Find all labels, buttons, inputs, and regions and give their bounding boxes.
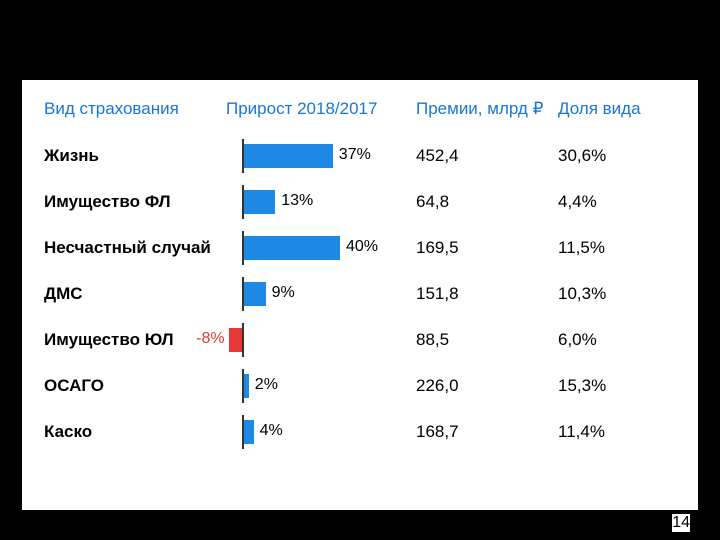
table-header-row: Вид страхования Прирост 2018/2017 Премии… bbox=[44, 98, 676, 133]
table-row: Каско 4% 168,711,4% bbox=[44, 409, 676, 455]
type-label: ОСАГО bbox=[44, 376, 226, 396]
growth-label: 2% bbox=[255, 376, 278, 394]
premium-value: 151,8 bbox=[416, 284, 558, 304]
table-row: Имущество ФЛ 13% 64,84,4% bbox=[44, 179, 676, 225]
page-number: 14 bbox=[672, 514, 690, 532]
table-row: Имущество ЮЛ-8%88,56,0% bbox=[44, 317, 676, 363]
growth-bar-cell: 2% bbox=[226, 371, 416, 401]
type-label: Несчастный случай bbox=[44, 238, 226, 258]
table-body: Жизнь 37% 452,430,6% Имущество ФЛ 13% 64,84,4… bbox=[44, 133, 676, 455]
slide-content: Вид страхования Прирост 2018/2017 Премии… bbox=[22, 80, 698, 510]
share-value: 30,6% bbox=[558, 146, 668, 166]
growth-bar-cell: 13% bbox=[226, 187, 416, 217]
header-type: Вид страхования bbox=[44, 98, 226, 119]
growth-label: 13% bbox=[281, 192, 313, 210]
premium-value: 64,8 bbox=[416, 192, 558, 212]
share-value: 11,4% bbox=[558, 422, 668, 442]
growth-bar bbox=[229, 328, 242, 352]
share-value: 4,4% bbox=[558, 192, 668, 212]
type-label: Жизнь bbox=[44, 146, 226, 166]
premium-value: 88,5 bbox=[416, 330, 558, 350]
growth-bar bbox=[244, 236, 340, 260]
axis-zero-line bbox=[242, 323, 244, 357]
table-row: Несчастный случай 40% 169,511,5% bbox=[44, 225, 676, 271]
growth-bar bbox=[244, 282, 266, 306]
header-share: Доля вида bbox=[558, 98, 668, 119]
header-growth: Прирост 2018/2017 bbox=[226, 98, 416, 119]
growth-bar-cell: 40% bbox=[226, 233, 416, 263]
share-value: 11,5% bbox=[558, 238, 668, 258]
growth-label: 37% bbox=[339, 146, 371, 164]
header-premium: Премии, млрд ₽ bbox=[416, 98, 558, 119]
premium-value: 169,5 bbox=[416, 238, 558, 258]
growth-bar bbox=[244, 144, 333, 168]
premium-value: 226,0 bbox=[416, 376, 558, 396]
premium-value: 452,4 bbox=[416, 146, 558, 166]
growth-label: 4% bbox=[260, 422, 283, 440]
growth-bar-cell: 9% bbox=[226, 279, 416, 309]
growth-bar bbox=[244, 420, 254, 444]
growth-label: -8% bbox=[196, 330, 224, 348]
growth-bar bbox=[244, 190, 275, 214]
growth-bar-cell: 4% bbox=[226, 417, 416, 447]
type-label: ДМС bbox=[44, 284, 226, 304]
type-label: Имущество ФЛ bbox=[44, 192, 226, 212]
growth-bar bbox=[244, 374, 249, 398]
table-row: Жизнь 37% 452,430,6% bbox=[44, 133, 676, 179]
table-row: ДМС 9% 151,810,3% bbox=[44, 271, 676, 317]
growth-bar-cell: 37% bbox=[226, 141, 416, 171]
share-value: 10,3% bbox=[558, 284, 668, 304]
type-label: Каско bbox=[44, 422, 226, 442]
premium-value: 168,7 bbox=[416, 422, 558, 442]
table-row: ОСАГО 2% 226,015,3% bbox=[44, 363, 676, 409]
growth-label: 9% bbox=[272, 284, 295, 302]
insurance-table: Вид страхования Прирост 2018/2017 Премии… bbox=[44, 98, 676, 496]
share-value: 6,0% bbox=[558, 330, 668, 350]
growth-bar-cell: -8% bbox=[226, 325, 416, 355]
share-value: 15,3% bbox=[558, 376, 668, 396]
growth-label: 40% bbox=[346, 238, 378, 256]
